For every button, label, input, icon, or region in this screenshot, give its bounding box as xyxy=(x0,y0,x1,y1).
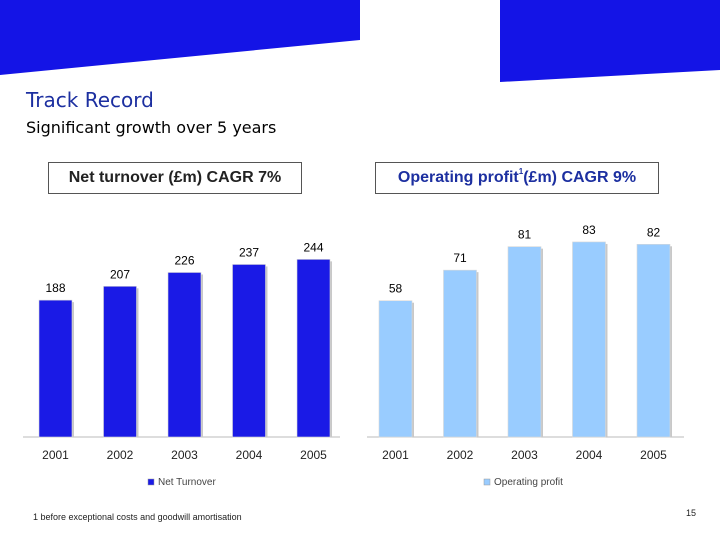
turnover-tick-label: 2004 xyxy=(236,448,263,462)
turnover-tick-label: 2002 xyxy=(107,448,134,462)
profit-bar xyxy=(636,244,671,438)
footnote: 1 before exceptional costs and goodwill … xyxy=(33,512,242,522)
profit-tick-label: 2002 xyxy=(447,448,474,462)
profit-title-suffix: (£m) CAGR 9% xyxy=(523,169,637,186)
turnover-value-label: 207 xyxy=(110,267,130,281)
profit-value-label: 81 xyxy=(518,228,532,242)
turnover-chart-title: Net turnover (£m) CAGR 7% xyxy=(48,162,302,194)
header-left-shape xyxy=(0,0,360,75)
profit-bar xyxy=(507,246,542,438)
profit-tick-label: 2005 xyxy=(640,448,667,462)
profit-tick-label: 2004 xyxy=(576,448,603,462)
profit-value-label: 71 xyxy=(453,251,467,265)
turnover-bar xyxy=(103,286,137,438)
turnover-legend-swatch xyxy=(147,478,155,486)
profit-legend-label: Operating profit xyxy=(494,477,563,488)
turnover-value-label: 226 xyxy=(174,253,194,267)
page-number: 15 xyxy=(686,508,697,518)
turnover-value-label: 237 xyxy=(239,245,259,259)
slide-title: Track Record xyxy=(26,88,154,112)
profit-value-label: 82 xyxy=(647,225,661,239)
turnover-bar xyxy=(232,264,266,438)
profit-title-footnote-marker: 1 xyxy=(518,167,524,176)
profit-value-label: 83 xyxy=(582,223,596,237)
profit-bar xyxy=(443,269,477,438)
profit-chart-title: Operating profit1(£m) CAGR 9% xyxy=(375,162,659,194)
profit-tick-label: 2001 xyxy=(382,448,409,462)
turnover-bar xyxy=(296,259,331,438)
turnover-bar xyxy=(167,272,202,438)
turnover-legend-label: Net Turnover xyxy=(158,477,216,488)
turnover-value-label: 244 xyxy=(303,240,323,254)
turnover-tick-label: 2001 xyxy=(42,448,69,462)
slide-subtitle: Significant growth over 5 years xyxy=(26,118,277,137)
profit-legend-swatch xyxy=(483,478,491,486)
profit-value-label: 58 xyxy=(389,282,403,296)
header-banner xyxy=(0,0,720,82)
turnover-tick-label: 2003 xyxy=(171,448,198,462)
profit-tick-label: 2003 xyxy=(511,448,538,462)
turnover-tick-label: 2005 xyxy=(300,448,327,462)
turnover-bar xyxy=(38,299,73,438)
turnover-value-label: 188 xyxy=(45,281,65,295)
profit-bar xyxy=(572,241,606,438)
profit-bar xyxy=(378,300,413,438)
header-right-shape xyxy=(500,0,720,82)
profit-title-text: Operating profit xyxy=(397,169,519,186)
